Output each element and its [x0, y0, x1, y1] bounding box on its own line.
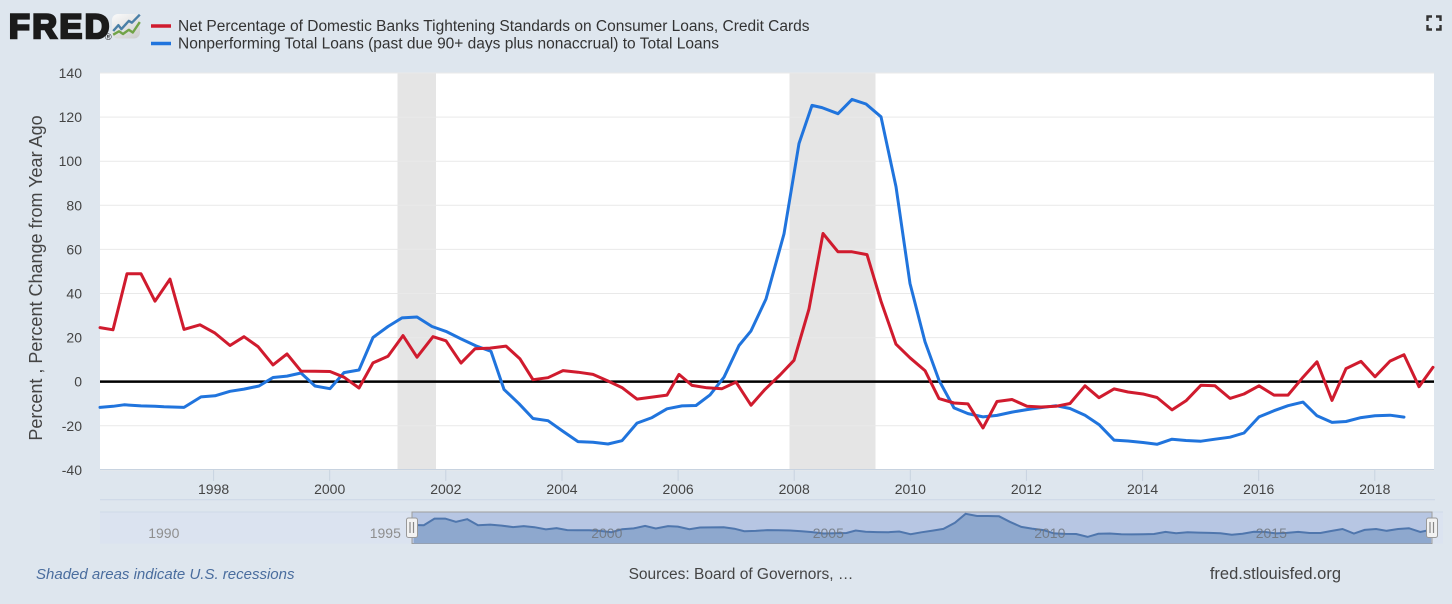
svg-text:120: 120: [59, 109, 83, 125]
svg-text:Percent , Percent Change from: Percent , Percent Change from Year Ago: [26, 115, 46, 440]
svg-text:100: 100: [59, 153, 83, 169]
svg-text:2004: 2004: [546, 481, 577, 497]
svg-text:0: 0: [74, 374, 82, 390]
svg-text:2012: 2012: [1011, 481, 1042, 497]
svg-text:140: 140: [59, 65, 83, 81]
svg-text:2005: 2005: [813, 525, 844, 541]
svg-text:Shaded areas indicate U.S. rec: Shaded areas indicate U.S. recessions: [36, 566, 295, 583]
svg-text:2002: 2002: [430, 481, 461, 497]
svg-text:Sources: Board of Governors, …: Sources: Board of Governors, …: [629, 566, 854, 583]
svg-text:2000: 2000: [314, 481, 345, 497]
svg-text:1995: 1995: [370, 525, 401, 541]
svg-text:20: 20: [66, 330, 82, 346]
svg-text:®: ®: [105, 32, 112, 42]
svg-text:2000: 2000: [591, 525, 622, 541]
svg-text:-40: -40: [62, 462, 82, 478]
svg-text:2006: 2006: [663, 481, 694, 497]
svg-text:Nonperforming Total Loans (pas: Nonperforming Total Loans (past due 90+ …: [178, 36, 719, 53]
svg-text:2016: 2016: [1243, 481, 1274, 497]
svg-text:FRED: FRED: [9, 8, 112, 46]
svg-text:2010: 2010: [1034, 525, 1065, 541]
svg-text:60: 60: [66, 241, 82, 257]
svg-text:-20: -20: [62, 418, 82, 434]
svg-text:Net Percentage of Domestic Ban: Net Percentage of Domestic Banks Tighten…: [178, 18, 810, 35]
svg-text:1998: 1998: [198, 481, 229, 497]
svg-text:2015: 2015: [1256, 525, 1287, 541]
svg-text:2008: 2008: [779, 481, 810, 497]
svg-text:fred.stlouisfed.org: fred.stlouisfed.org: [1210, 565, 1341, 583]
svg-text:40: 40: [66, 286, 82, 302]
svg-text:2018: 2018: [1359, 481, 1390, 497]
svg-text:2010: 2010: [895, 481, 926, 497]
svg-text:80: 80: [66, 197, 82, 213]
svg-text:1990: 1990: [148, 525, 179, 541]
svg-text:2014: 2014: [1127, 481, 1158, 497]
